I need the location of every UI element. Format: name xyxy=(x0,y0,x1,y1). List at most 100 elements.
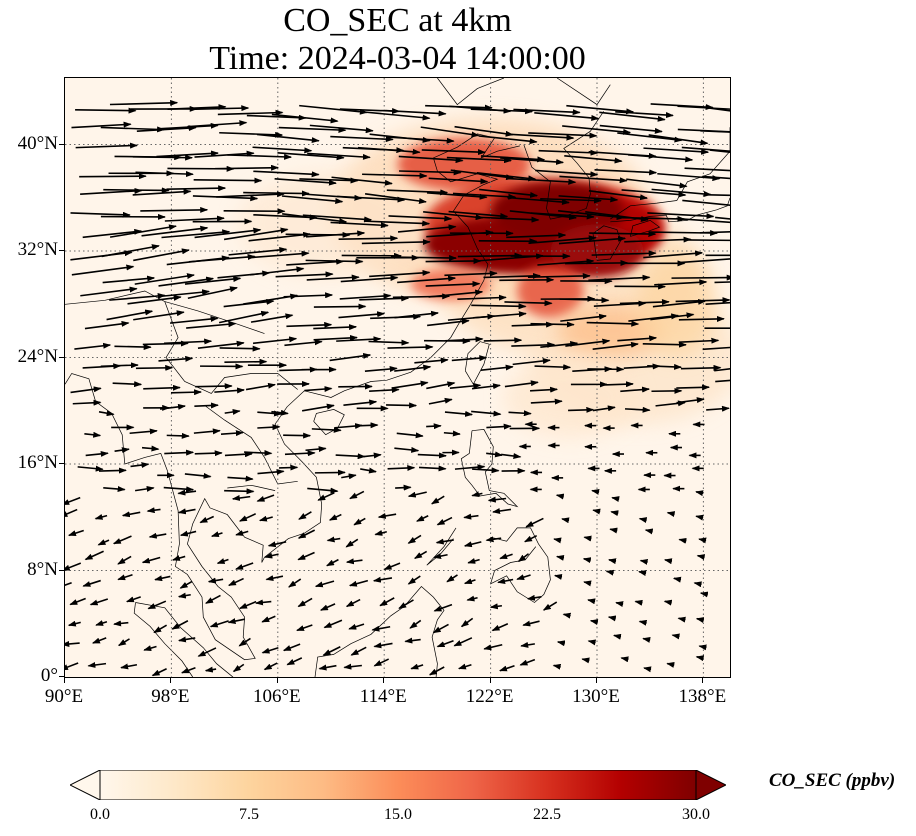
wind-arrow xyxy=(232,663,245,673)
wind-arrow xyxy=(89,598,109,606)
wind-arrow xyxy=(436,639,454,648)
wind-arrow xyxy=(357,422,379,429)
wind-arrow xyxy=(626,178,688,189)
wind-arrow xyxy=(444,270,498,277)
wind-arrow xyxy=(257,468,285,475)
wind-arrow xyxy=(385,109,447,117)
wind-arrow xyxy=(555,554,565,561)
wind-arrow xyxy=(423,210,484,221)
wind-arrow xyxy=(297,551,315,561)
wind-arrow xyxy=(652,298,707,308)
wind-arrow xyxy=(286,258,345,266)
wind-arrow xyxy=(409,619,422,629)
wind-arrow xyxy=(399,169,462,176)
lon-tick-mark xyxy=(170,678,172,683)
wind-arrow xyxy=(394,364,432,372)
wind-arrow xyxy=(265,575,284,582)
wind-arrow xyxy=(209,620,229,628)
wind-arrow xyxy=(443,430,461,437)
wind-arrow xyxy=(288,578,302,588)
wind-arrow xyxy=(707,194,730,197)
wind-arrow xyxy=(194,450,223,457)
wind-arrow xyxy=(425,280,481,287)
wind-arrow xyxy=(540,340,579,348)
wind-arrow xyxy=(253,170,320,178)
wind-arrow xyxy=(695,655,705,662)
wind-arrow xyxy=(486,451,503,458)
co-plume-blob xyxy=(517,264,584,318)
wind-arrow xyxy=(414,550,428,560)
wind-arrow xyxy=(534,364,572,371)
wind-arrow xyxy=(279,464,299,471)
wind-arrow xyxy=(238,513,256,522)
wind-arrow xyxy=(256,494,275,502)
wind-arrow xyxy=(709,149,730,153)
lon-tick-label: 90°E xyxy=(44,686,84,707)
colorbar-min-extend xyxy=(70,770,101,800)
wind-arrow xyxy=(678,337,720,344)
wind-arrow xyxy=(398,155,464,164)
wind-arrow xyxy=(186,321,237,329)
wind-arrow xyxy=(374,529,387,536)
wind-arrow xyxy=(705,301,730,306)
wind-arrow xyxy=(298,511,312,520)
wind-arrow xyxy=(94,513,108,520)
wind-arrow xyxy=(679,258,730,264)
wind-arrow xyxy=(695,514,704,521)
wind-arrow xyxy=(466,595,478,602)
wind-arrow xyxy=(343,663,362,670)
wind-arrow xyxy=(130,462,150,469)
wind-arrow xyxy=(538,149,599,156)
wind-arrow xyxy=(313,334,358,341)
wind-arrow xyxy=(263,662,278,671)
wind-arrow xyxy=(558,210,625,221)
wind-arrow xyxy=(224,408,241,415)
wind-arrow xyxy=(163,486,195,493)
wind-arrow xyxy=(136,125,197,133)
coastline-segment xyxy=(227,484,276,491)
wind-arrow xyxy=(338,235,399,242)
coastline-segment xyxy=(135,602,234,677)
lat-tick-label: 16°N xyxy=(17,452,58,474)
wind-arrow xyxy=(476,172,537,182)
colorbar-tick-label: 22.5 xyxy=(533,806,561,823)
wind-arrow xyxy=(592,341,639,351)
wind-arrow xyxy=(114,344,152,351)
wind-arrow xyxy=(224,358,268,365)
wind-arrow xyxy=(592,405,616,412)
wind-arrow xyxy=(489,603,503,610)
wind-arrow xyxy=(425,257,482,264)
wind-arrow xyxy=(282,643,301,652)
wind-arrow xyxy=(228,577,244,587)
wind-arrow xyxy=(117,638,130,647)
wind-arrow xyxy=(330,135,394,143)
wind-arrow xyxy=(282,213,348,225)
wind-arrow xyxy=(256,133,320,144)
wind-arrow xyxy=(617,132,683,143)
wind-arrow xyxy=(386,189,449,196)
wind-arrow xyxy=(161,229,231,239)
wind-arrow xyxy=(451,355,488,362)
wind-arrow xyxy=(388,215,453,222)
wind-arrow xyxy=(95,620,108,626)
wind-arrow xyxy=(257,410,282,417)
wind-arrow xyxy=(109,99,179,106)
wind-arrow xyxy=(410,663,424,670)
wind-arrow xyxy=(417,452,447,459)
wind-arrow xyxy=(715,379,730,383)
wind-arrow xyxy=(231,495,251,501)
wind-arrow xyxy=(562,612,572,619)
wind-arrow xyxy=(148,532,167,539)
wind-arrow xyxy=(677,616,686,623)
wind-arrow xyxy=(676,217,730,224)
wind-arrow xyxy=(305,230,366,238)
wind-arrow xyxy=(353,517,366,526)
wind-arrow xyxy=(426,192,488,200)
wind-arrow xyxy=(534,112,600,121)
wind-arrow xyxy=(449,382,482,389)
lon-tick-mark xyxy=(64,678,65,683)
wind-arrow xyxy=(313,324,358,331)
wind-arrow xyxy=(419,465,447,472)
colorbar-tick-label: 0.0 xyxy=(90,806,110,823)
wind-arrow xyxy=(171,555,186,561)
